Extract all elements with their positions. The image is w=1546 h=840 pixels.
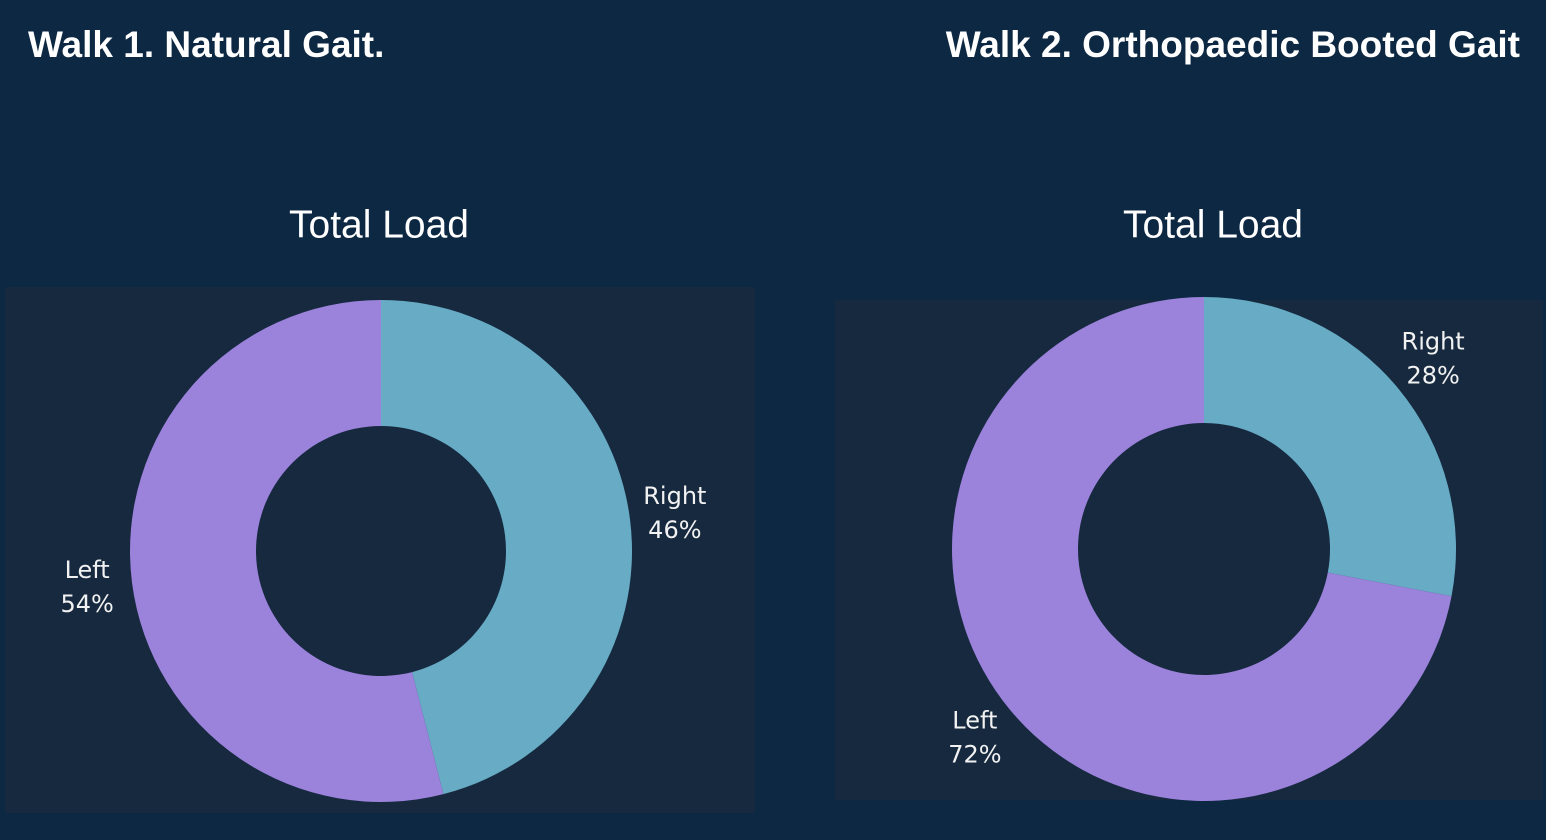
value-label: 46% [648,516,701,544]
value-label: 54% [60,590,113,618]
donut-slice [952,297,1452,802]
value-label: 72% [948,741,1001,769]
chart-title: Total Load [1123,203,1303,246]
slice-label: Right [1402,327,1465,355]
value-label: 28% [1406,361,1459,389]
donut-slice [1204,297,1456,597]
slice-label: Right [643,482,706,510]
donut-slice [381,300,633,795]
slice-label: Left [952,707,997,735]
slice-label: Left [65,556,110,584]
heading: Walk 1. Natural Gait. [28,24,384,65]
donut-slice [130,300,444,802]
chart-title: Total Load [289,203,469,246]
heading: Walk 2. Orthopaedic Booted Gait [946,24,1520,65]
